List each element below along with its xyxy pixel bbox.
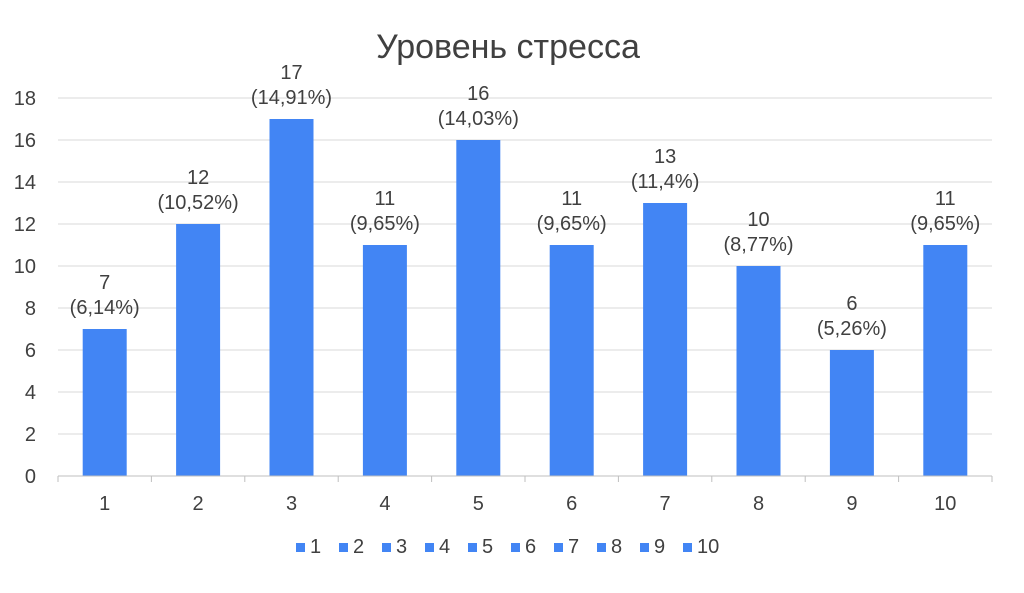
y-tick-label: 16: [14, 130, 36, 152]
bar: [82, 329, 127, 476]
legend-swatch: [597, 543, 606, 552]
bar: [549, 245, 594, 476]
legend-swatch: [554, 543, 563, 552]
legend-entry: 4: [439, 536, 450, 558]
data-label-value: 7: [99, 272, 110, 294]
legend-swatch: [296, 543, 305, 552]
x-tick-label: 3: [286, 493, 297, 515]
bars: [82, 119, 968, 476]
legend-entry: 8: [611, 536, 622, 558]
y-tick-label: 6: [25, 340, 36, 362]
legend-swatch: [511, 543, 520, 552]
y-tick-label: 12: [14, 214, 36, 236]
legend-entry: 10: [697, 536, 719, 558]
data-label-percent: (8,77%): [723, 234, 793, 256]
x-tick-label: 1: [99, 493, 110, 515]
data-label-percent: (14,03%): [438, 108, 519, 130]
bar: [269, 119, 314, 476]
legend-swatch: [382, 543, 391, 552]
legend-entry: 5: [482, 536, 493, 558]
data-label-value: 13: [654, 146, 676, 168]
legend: 1 2 3 4 5 6 7 8 9 10: [296, 536, 719, 558]
y-tick-label: 2: [25, 424, 36, 446]
data-label-value: 16: [467, 83, 489, 105]
legend-entry: 7: [568, 536, 579, 558]
y-tick-label: 10: [14, 256, 36, 278]
bar: [736, 266, 781, 476]
bar: [923, 245, 968, 476]
legend-swatch: [683, 543, 692, 552]
data-label-percent: (11,4%): [631, 171, 700, 193]
legend-entry: 1: [310, 536, 321, 558]
legend-entry: 2: [353, 536, 364, 558]
x-tick-label: 2: [193, 493, 204, 515]
legend-swatch: [640, 543, 649, 552]
data-labels: 7 (6,14%) 12 (10,52%) 17 (14,91%) 11 (9,65%) 16 (…: [70, 62, 981, 340]
y-tick-label: 14: [14, 172, 36, 194]
data-label-value: 11: [935, 188, 956, 210]
y-tick-label: 0: [25, 466, 36, 488]
x-tick-label: 4: [379, 493, 390, 515]
data-label-percent: (9,65%): [910, 213, 980, 235]
legend-entry: 9: [654, 536, 665, 558]
y-tick-label: 8: [25, 298, 36, 320]
x-axis: 1 2 3 4 5 6 7 8 9 10: [57, 475, 993, 515]
y-tick-label: 4: [25, 382, 36, 404]
bar: [829, 350, 874, 476]
data-label-value: 17: [280, 62, 302, 84]
data-label-percent: (9,65%): [350, 213, 420, 235]
y-tick-label: 18: [14, 88, 36, 110]
data-label-value: 10: [747, 209, 769, 231]
data-label-percent: (9,65%): [537, 213, 607, 235]
legend-entry: 6: [525, 536, 536, 558]
x-tick-label: 9: [846, 493, 857, 515]
bar: [362, 245, 407, 476]
x-tick-label: 6: [566, 493, 577, 515]
data-label-value: 11: [561, 188, 582, 210]
bar: [456, 140, 501, 476]
data-label-value: 12: [187, 167, 209, 189]
bar: [643, 203, 688, 476]
legend-swatch: [339, 543, 348, 552]
data-label-value: 6: [846, 293, 857, 315]
legend-swatch: [468, 543, 477, 552]
bar: [176, 224, 221, 476]
y-axis-ticks: 0 2 4 6 8 10 12 14 16 18: [14, 88, 36, 488]
data-label-percent: (14,91%): [251, 87, 332, 109]
legend-entry: 3: [396, 536, 407, 558]
data-label-percent: (6,14%): [70, 297, 140, 319]
x-tick-label: 10: [934, 493, 956, 515]
x-tick-label: 8: [753, 493, 764, 515]
x-tick-label: 7: [660, 493, 671, 515]
chart-title: Уровень стресса: [376, 28, 640, 66]
data-label-value: 11: [375, 188, 396, 210]
data-label-percent: (5,26%): [817, 318, 887, 340]
data-label-percent: (10,52%): [158, 192, 239, 214]
x-tick-label: 5: [473, 493, 484, 515]
legend-swatch: [425, 543, 434, 552]
